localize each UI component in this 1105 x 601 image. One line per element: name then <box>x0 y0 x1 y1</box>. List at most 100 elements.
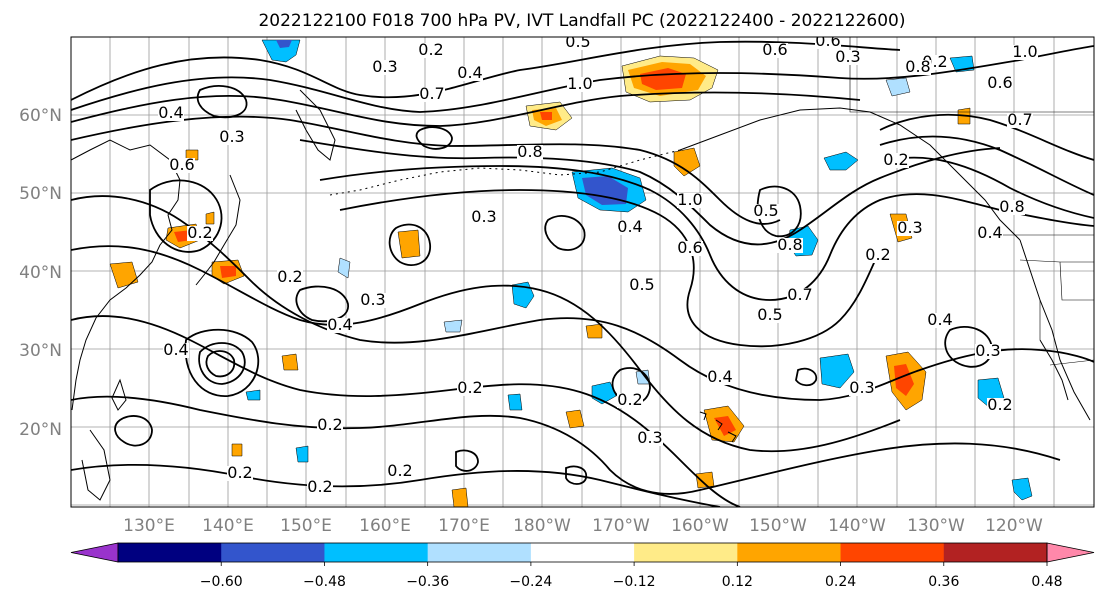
contour-label-bg <box>757 308 783 323</box>
pos-patch <box>281 353 299 371</box>
contour-label: 0.3 <box>360 290 385 309</box>
colorbar-segment <box>737 543 842 562</box>
pv-contour <box>388 223 431 266</box>
ivt-pc-shading <box>109 39 1033 507</box>
colorbar-tick-label: −0.36 <box>406 574 449 590</box>
contour-label: 1.0 <box>567 74 592 93</box>
contour-label-bg <box>387 464 413 479</box>
contour-label: 0.3 <box>849 378 874 397</box>
pv-contour <box>114 415 153 447</box>
contour-label-bg <box>815 37 841 49</box>
colorbar-tick-label: −0.48 <box>303 574 346 590</box>
contour-label: 0.4 <box>617 217 642 236</box>
contour-label: 0.2 <box>617 390 642 409</box>
pos-patch <box>205 211 215 225</box>
contour-label: 0.2 <box>277 267 302 286</box>
contour-label-bg <box>835 50 861 65</box>
lon-label: 130°E <box>123 516 175 536</box>
contour-label: 0.3 <box>471 207 496 226</box>
pos-patch <box>220 266 236 278</box>
pos-patch <box>231 443 243 457</box>
contour-label-bg <box>1012 45 1038 60</box>
contour-label-bg <box>977 226 1003 241</box>
lat-label: 20°N <box>19 420 62 440</box>
colorbar-segment <box>118 543 222 562</box>
pv-contour <box>544 215 586 251</box>
contour-label: 0.2 <box>387 461 412 480</box>
pv-contour <box>71 40 901 101</box>
neg-patch <box>295 445 309 463</box>
contour-label: 0.6 <box>169 155 194 174</box>
contour-label-bg <box>762 43 788 58</box>
contour-label: 0.2 <box>187 223 212 242</box>
contour-label-bg <box>360 293 386 308</box>
contour-label: 0.5 <box>565 32 590 51</box>
pv-contour <box>196 85 248 119</box>
colorbar-tick-label: 0.36 <box>928 574 959 590</box>
contour-label-bg <box>471 210 497 225</box>
contour-label-bg <box>787 288 813 303</box>
lat-label: 30°N <box>19 341 62 361</box>
contour-label: 0.6 <box>815 31 840 50</box>
contour-label: 0.8 <box>777 235 802 254</box>
colorbar-segment <box>530 543 635 562</box>
pv-contour <box>455 449 479 472</box>
contour-label: 0.5 <box>753 201 778 220</box>
lon-label: 180°W <box>513 516 571 536</box>
neg-patch <box>819 353 855 389</box>
contour-label: 0.8 <box>517 142 542 161</box>
pv-contour <box>205 350 236 378</box>
contour-label-bg <box>617 393 643 408</box>
contour-label: 0.2 <box>865 245 890 264</box>
contour-label-bg <box>707 370 733 385</box>
neg-patch <box>823 151 859 171</box>
contour-label-bg <box>629 278 655 293</box>
coastlines <box>71 89 1091 501</box>
contour-label-bg <box>987 76 1013 91</box>
contour-label-bg <box>277 270 303 285</box>
pos-patch <box>185 149 199 161</box>
contour-label-bg <box>865 248 891 263</box>
pos-patch <box>397 229 421 259</box>
colorbar-tick-label: −0.12 <box>613 574 656 590</box>
contour-label: 0.3 <box>219 127 244 146</box>
neg-patch <box>245 389 261 401</box>
contour-label-bg <box>163 343 189 358</box>
contour-label-bg <box>849 381 875 396</box>
neg-patch <box>507 393 523 411</box>
pv-contour <box>944 326 993 368</box>
lon-label: 170°W <box>592 516 650 536</box>
contour-label: 0.3 <box>897 218 922 237</box>
lon-label: 160°W <box>671 516 729 536</box>
contour-label-bg <box>419 87 445 102</box>
contour-label-bg <box>517 145 543 160</box>
japan-coast <box>195 174 241 286</box>
neg-patch <box>1011 477 1033 501</box>
hawaii-islands <box>699 411 737 443</box>
contour-label: 0.4 <box>158 103 183 122</box>
pos-patch <box>695 471 715 489</box>
colorbar-segment <box>427 543 532 562</box>
contour-label: 0.4 <box>327 315 352 334</box>
colorbar-tick-label: 0.48 <box>1031 574 1062 590</box>
contour-label-bg <box>307 480 333 495</box>
map-frame <box>70 36 1095 508</box>
na-west-coast <box>1019 239 1091 421</box>
pv-contour <box>299 139 1001 246</box>
neg-patch <box>582 176 628 205</box>
taiwan-coast <box>111 378 127 411</box>
colorbar-tick-label: −0.24 <box>509 574 552 590</box>
pv-contour <box>71 45 1094 113</box>
pv-contour <box>795 367 818 387</box>
kamchatka-coast <box>295 89 336 161</box>
contour-label-bg <box>327 318 353 333</box>
contour-label: 0.2 <box>307 477 332 496</box>
contour-label-bg <box>227 466 253 481</box>
colorbar-extend-right <box>1046 542 1095 563</box>
colorbar-frame <box>117 542 1048 563</box>
alaska-coast <box>679 107 1021 241</box>
neg-patch <box>337 257 351 279</box>
contour-label: 0.7 <box>787 285 812 304</box>
colorbar-tick-label: 0.12 <box>722 574 753 590</box>
